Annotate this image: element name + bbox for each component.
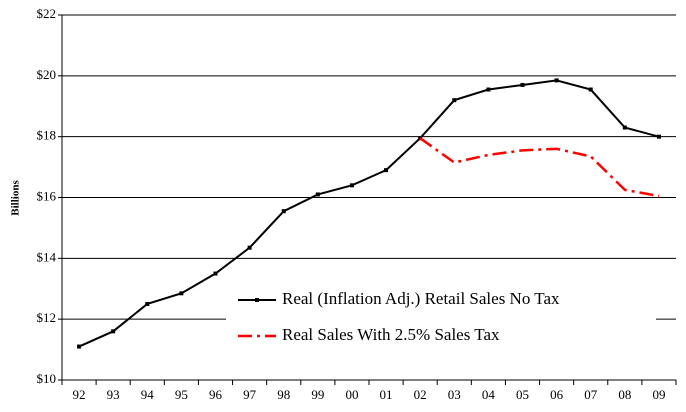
point (452, 98, 457, 103)
y-tick-label: $12 (37, 310, 57, 325)
x-tick-label: 93 (107, 387, 120, 402)
x-tick-label: 00 (345, 387, 358, 402)
point (77, 344, 82, 349)
x-tick-label: 09 (652, 387, 665, 402)
point (384, 168, 389, 173)
x-tick-label: 01 (380, 387, 393, 402)
y-axis-label: Billions (10, 180, 22, 216)
x-tick-label: 06 (550, 387, 564, 402)
x-tick-label: 05 (516, 387, 529, 402)
point (622, 125, 627, 130)
point (145, 301, 150, 306)
x-tick-label: 94 (141, 387, 155, 402)
y-tick-label: $14 (37, 249, 57, 264)
legend-label: Real Sales With 2.5% Sales Tax (282, 325, 500, 344)
x-tick-label: 04 (482, 387, 496, 402)
x-tick-label: 98 (277, 387, 290, 402)
x-tick-label: 08 (618, 387, 631, 402)
point (247, 245, 252, 250)
point (281, 209, 286, 214)
x-tick-label: 96 (209, 387, 223, 402)
y-tick-label: $22 (37, 6, 57, 21)
y-tick-label: $10 (37, 371, 57, 386)
point (656, 134, 661, 139)
x-tick-label: 95 (175, 387, 188, 402)
legend-marker (255, 298, 259, 302)
legend-label: Real (Inflation Adj.) Retail Sales No Ta… (282, 289, 560, 308)
x-tick-label: 99 (311, 387, 324, 402)
series-line (78, 79, 660, 348)
point (554, 78, 559, 83)
point (179, 291, 184, 296)
x-tick-label: 97 (243, 387, 257, 402)
series-line (419, 137, 660, 198)
y-tick-label: $16 (37, 188, 57, 203)
x-tick-label: 03 (448, 387, 461, 402)
point (588, 87, 593, 92)
point (520, 82, 525, 87)
y-tick-label: $18 (37, 128, 57, 143)
legend-box (226, 280, 656, 356)
y-tick-label: $20 (37, 67, 57, 82)
point (315, 192, 320, 197)
x-tick-label: 92 (73, 387, 86, 402)
point (213, 271, 218, 276)
x-tick-label: 02 (414, 387, 427, 402)
point (111, 329, 116, 334)
point (349, 183, 354, 188)
point (486, 87, 491, 92)
x-tick-label: 07 (584, 387, 598, 402)
